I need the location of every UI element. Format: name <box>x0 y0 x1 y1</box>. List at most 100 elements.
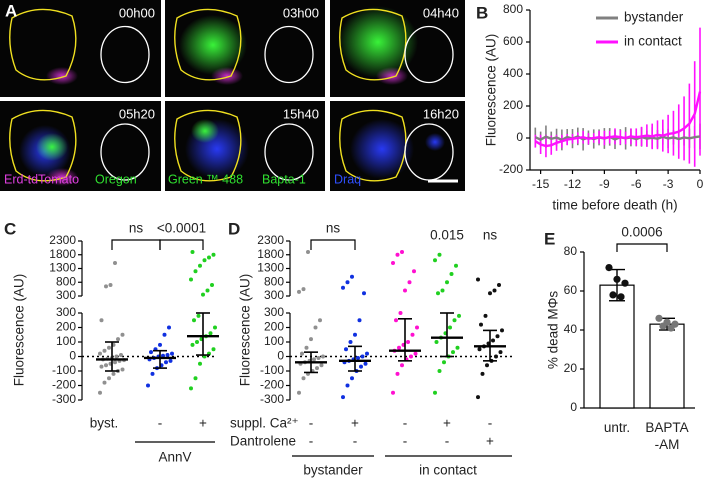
timestamp: 05h20 <box>119 106 155 121</box>
bystander-cell-outline <box>264 123 314 181</box>
y-tick-label: 400 <box>503 66 523 80</box>
data-point <box>500 328 504 333</box>
data-point <box>412 269 416 274</box>
y-tick-label: 60 <box>564 283 578 297</box>
panel-label: D <box>228 219 240 238</box>
data-point <box>146 383 150 388</box>
data-point <box>301 376 306 381</box>
fluorescence <box>350 119 414 179</box>
data-point <box>391 261 395 265</box>
row-label: Dantrolene <box>230 434 296 449</box>
x-tick-label: -3 <box>663 177 674 191</box>
significance-bracket <box>310 239 356 250</box>
y-tick-label: 200 <box>56 320 76 334</box>
data-point <box>107 345 111 350</box>
channel-label: Erd-tdTomato <box>4 172 79 186</box>
data-point <box>360 354 365 359</box>
data-point <box>448 325 452 330</box>
data-point <box>189 277 193 282</box>
data-point <box>104 284 108 289</box>
data-point <box>198 263 202 268</box>
data-point <box>318 318 322 323</box>
data-point <box>397 345 401 350</box>
data-point <box>400 363 404 368</box>
data-point <box>434 340 439 344</box>
data-point <box>111 371 116 376</box>
data-point <box>98 351 102 356</box>
timestamp: 00h00 <box>119 5 155 20</box>
data-point <box>359 364 363 369</box>
data-point <box>483 313 488 318</box>
y-tick-label: 1800 <box>49 247 76 261</box>
data-point <box>201 292 205 297</box>
data-point <box>353 332 357 337</box>
data-point <box>437 252 442 257</box>
data-point <box>313 325 318 330</box>
bystander-cell-outline <box>100 123 150 181</box>
channel-label: Draq <box>334 172 361 186</box>
data-point <box>98 390 102 395</box>
row-value: + <box>351 416 359 431</box>
x-axis-label: time before death (h) <box>552 198 677 213</box>
data-point <box>312 357 316 362</box>
x-tick-label: -9 <box>599 177 610 191</box>
y-tick-label: 100 <box>56 334 76 348</box>
data-point <box>99 318 104 323</box>
fluorescence <box>338 6 418 78</box>
data-point <box>300 351 304 356</box>
data-point <box>341 285 345 290</box>
contact-cell-outline <box>9 109 77 182</box>
data-point <box>350 376 354 381</box>
data-point <box>165 353 170 358</box>
significance-label: ns <box>483 228 498 243</box>
data-point <box>479 322 483 327</box>
data-point <box>158 342 162 347</box>
y-tick-label: -100 <box>52 363 76 377</box>
legend-label: bystander <box>624 10 684 25</box>
data-point <box>207 255 211 260</box>
y-tick-label: 40 <box>564 322 578 336</box>
y-tick-label: 0 <box>570 400 577 414</box>
panel-label: C <box>4 219 16 238</box>
y-tick-label: 0 <box>277 349 284 363</box>
timestamp: 16h20 <box>423 106 459 121</box>
legend-label: in contact <box>624 34 682 49</box>
y-axis-label: Fluorescence (AU) <box>484 34 499 147</box>
bar <box>649 323 685 409</box>
y-tick-label: 300 <box>264 288 284 302</box>
data-point <box>395 252 400 257</box>
y-tick-label: 0 <box>516 130 523 144</box>
data-point <box>150 371 155 376</box>
data-point <box>480 371 485 376</box>
data-point <box>451 350 455 355</box>
data-point <box>491 338 495 343</box>
data-point <box>437 369 442 373</box>
contact-cell-outline <box>174 109 242 182</box>
data-point <box>205 288 210 293</box>
y-tick-label: 0 <box>69 349 76 363</box>
channel-label: Green ™ 488 <box>168 172 243 186</box>
data-point <box>306 250 310 254</box>
y-tick-label: 80 <box>564 244 578 258</box>
data-point <box>164 360 168 365</box>
y-axis-label: Fluorescence (AU) <box>12 274 27 387</box>
data-point <box>400 250 404 254</box>
y-tick-label: 300 <box>264 305 284 319</box>
bystander-cell-outline <box>264 25 314 84</box>
contact-cell-outline <box>339 8 407 81</box>
data-point <box>193 376 198 381</box>
data-point <box>309 337 313 342</box>
row-value: - <box>445 434 450 449</box>
data-point <box>345 383 350 388</box>
y-tick-label: 600 <box>503 34 523 48</box>
data-point <box>407 280 412 285</box>
data-point <box>406 340 410 344</box>
data-point <box>99 364 104 369</box>
data-point <box>655 314 663 322</box>
row-value: + <box>443 416 451 431</box>
data-point <box>350 274 354 279</box>
channel-label: Oregon <box>95 172 137 186</box>
data-point <box>168 358 173 363</box>
data-point <box>315 366 319 371</box>
